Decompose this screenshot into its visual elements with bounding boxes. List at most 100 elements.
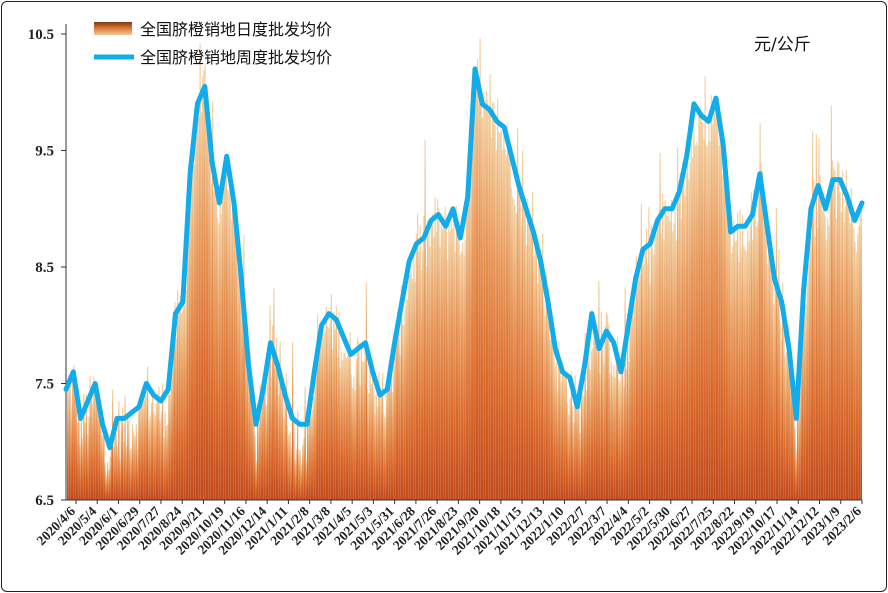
daily-bar: [574, 375, 576, 500]
daily-bar: [214, 169, 216, 501]
daily-bar: [290, 447, 292, 500]
daily-bar: [393, 365, 395, 500]
daily-bar: [144, 386, 146, 500]
daily-bar: [765, 239, 767, 500]
daily-bar: [545, 271, 547, 500]
daily-bar: [183, 291, 185, 500]
daily-bar: [225, 153, 227, 500]
daily-bar: [548, 287, 550, 500]
daily-bar: [490, 137, 492, 500]
daily-bar: [160, 410, 162, 500]
daily-bar: [227, 189, 229, 500]
daily-bar: [588, 340, 590, 500]
daily-bar: [255, 461, 257, 500]
daily-bar: [387, 376, 389, 500]
daily-bar: [714, 109, 716, 500]
daily-bar: [738, 262, 740, 500]
daily-bar: [343, 352, 345, 500]
daily-bar: [592, 347, 594, 500]
daily-bar: [90, 386, 92, 500]
daily-bar: [812, 131, 814, 500]
daily-bar: [839, 192, 841, 500]
daily-bar: [658, 222, 660, 500]
daily-bar: [209, 136, 211, 501]
daily-bar: [782, 282, 784, 500]
daily-bar: [215, 189, 217, 500]
daily-bar: [67, 385, 69, 500]
daily-bar: [652, 247, 654, 500]
daily-bar: [172, 371, 174, 500]
daily-bar: [190, 186, 192, 500]
daily-bar: [855, 251, 857, 500]
daily-bar: [202, 76, 204, 500]
daily-bar: [597, 345, 599, 500]
daily-bar: [529, 217, 531, 500]
daily-bar: [309, 388, 311, 500]
daily-bar: [460, 251, 462, 500]
daily-bar: [234, 199, 236, 500]
daily-bar: [542, 233, 544, 500]
daily-bar: [785, 352, 787, 500]
daily-bar: [630, 316, 632, 500]
daily-bar: [392, 391, 394, 500]
daily-bar: [384, 417, 386, 500]
daily-bar: [533, 256, 535, 500]
daily-bar: [753, 190, 755, 500]
daily-bar: [308, 425, 310, 500]
daily-bar: [293, 416, 295, 500]
daily-bar: [829, 193, 831, 500]
daily-bar: [645, 228, 647, 501]
daily-bar: [328, 327, 330, 500]
daily-bar: [129, 449, 131, 500]
daily-bar: [512, 197, 514, 500]
daily-bar: [212, 101, 214, 500]
x-tick-labels: 2020/4/62020/5/42020/6/12020/6/292020/7/…: [34, 500, 864, 558]
daily-bar: [562, 362, 564, 500]
daily-bar: [817, 227, 819, 500]
daily-bar: [218, 223, 220, 500]
daily-bar: [502, 150, 504, 500]
daily-bar: [168, 384, 170, 500]
daily-bar: [249, 352, 251, 500]
legend-label-daily: 全国脐橙销地日度批发均价: [140, 20, 332, 39]
daily-bar: [822, 210, 824, 500]
daily-bar: [263, 376, 265, 500]
daily-bar: [472, 110, 474, 501]
daily-bar: [637, 273, 639, 500]
daily-bar: [203, 69, 205, 500]
daily-bar: [388, 370, 390, 500]
daily-bar: [417, 213, 419, 500]
daily-bar: [150, 403, 152, 500]
daily-bar: [339, 367, 341, 500]
daily-bar: [268, 365, 270, 500]
daily-bar: [845, 170, 847, 500]
daily-bar: [68, 384, 70, 500]
daily-bar: [825, 240, 827, 500]
daily-bar: [642, 250, 644, 500]
y-tick-label: 9.5: [35, 144, 54, 160]
daily-bar: [684, 196, 686, 501]
daily-bar: [755, 226, 757, 501]
axes: [65, 24, 862, 501]
daily-bar: [700, 112, 702, 500]
daily-bar: [333, 312, 335, 500]
daily-bar: [690, 143, 692, 501]
daily-bar: [842, 170, 844, 500]
daily-bar: [95, 382, 97, 500]
daily-bar: [813, 180, 815, 500]
daily-bar: [457, 224, 459, 500]
daily-bar: [685, 172, 687, 500]
daily-bar: [629, 298, 631, 500]
daily-bar: [298, 450, 300, 500]
daily-bar: [532, 191, 534, 500]
daily-bar: [824, 216, 826, 500]
daily-bar: [713, 99, 715, 500]
daily-bar: [315, 373, 317, 500]
daily-bar: [395, 322, 397, 500]
daily-bar: [774, 283, 776, 500]
daily-bar: [373, 387, 375, 500]
daily-bar: [699, 106, 701, 501]
daily-bar: [625, 369, 627, 500]
daily-bar: [100, 430, 102, 500]
daily-bar: [528, 220, 530, 500]
